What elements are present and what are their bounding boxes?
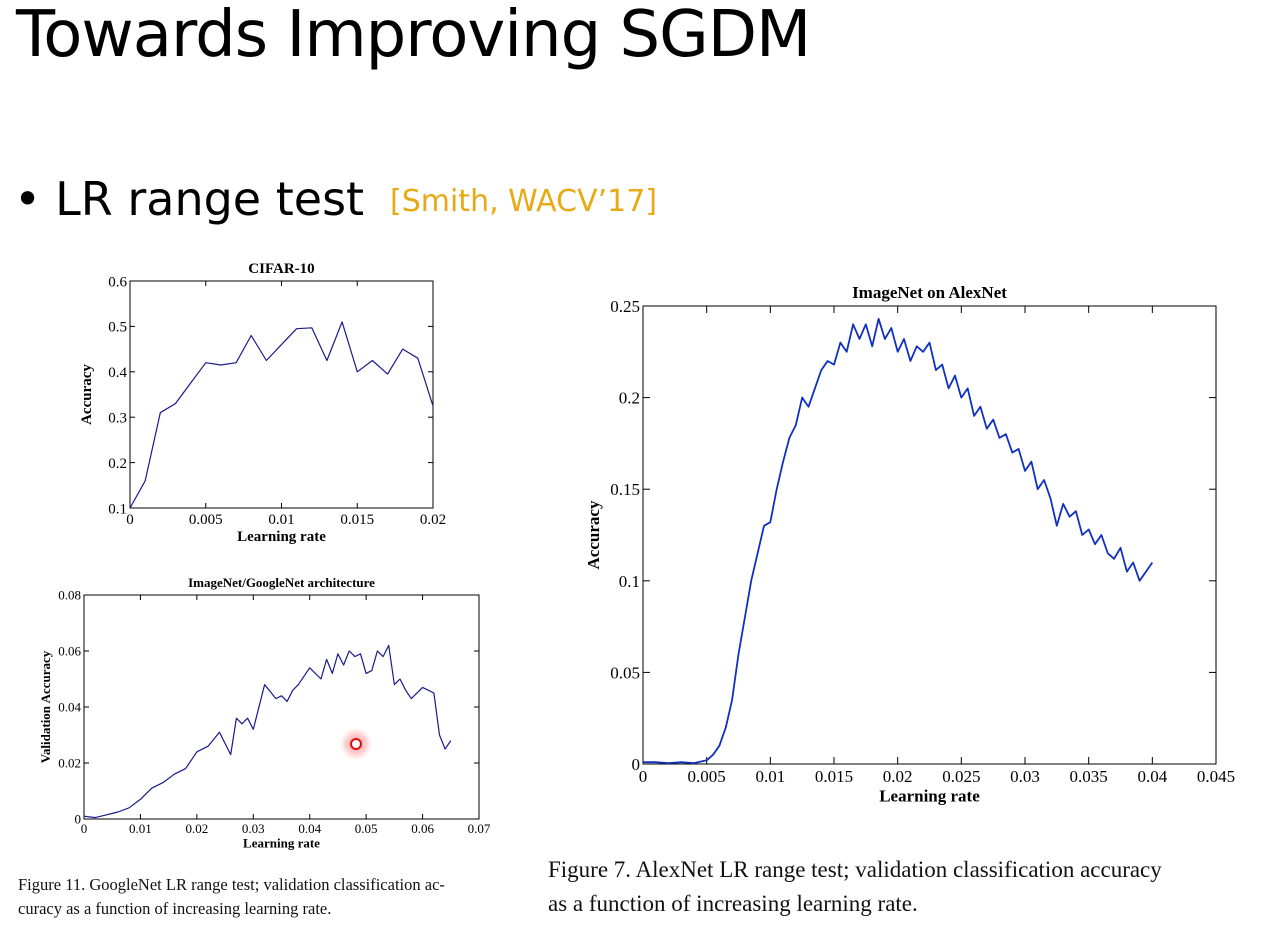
y-tick-label: 0.5	[108, 320, 127, 336]
x-tick-label: 0.07	[468, 821, 491, 836]
bullet-text: LR range test	[55, 172, 365, 226]
x-tick-label: 0.045	[1197, 767, 1235, 786]
y-axis-label: Accuracy	[584, 500, 603, 569]
chart-alexnet: 0 0.005 0.01 0.015 0.02 0.025 0.03 0.035 0.04 0.0…	[584, 283, 1235, 805]
x-tick-label: 0.015	[340, 512, 374, 528]
x-tick-label: 0.03	[1010, 767, 1040, 786]
citation: [Smith, WACV’17]	[390, 184, 658, 219]
y-axis-label: Validation Accuracy	[38, 650, 53, 763]
caption-googlenet-line-1: Figure 11. GoogleNet LR range test; vali…	[18, 875, 445, 894]
y-tick-label: 0.04	[58, 700, 81, 715]
x-axis-label: Learning rate	[237, 529, 326, 545]
x-tick-label: 0.02	[185, 821, 208, 836]
y-tick-label: 0.4	[108, 365, 127, 381]
y-tick-label: 0.3	[108, 410, 127, 426]
plot-frame	[83, 594, 480, 820]
x-tick-label: 0.005	[189, 512, 223, 528]
caption-alexnet: Figure 7. AlexNet LR range test; validat…	[548, 853, 1162, 921]
y-tick-label: 0.2	[108, 456, 127, 472]
slide-title: Towards Improving SGDM	[16, 0, 811, 72]
y-tick-label: 0.05	[610, 663, 640, 682]
y-tick-label: 0.08	[58, 588, 81, 603]
y-tick-label: 0.6	[108, 274, 127, 290]
x-tick-label: 0	[126, 512, 134, 528]
x-tick-label: 0.035	[1070, 767, 1108, 786]
x-tick-label: 0.01	[268, 512, 294, 528]
x-tick-label: 0.02	[883, 767, 913, 786]
y-tick-label: 0.1	[108, 501, 127, 517]
bullet-item: • LR range test	[14, 172, 364, 226]
bullet-dot-icon: •	[14, 172, 42, 226]
x-tick-label: 0.04	[1137, 767, 1167, 786]
series-line	[83, 644, 452, 819]
cursor-ring-icon	[350, 738, 362, 750]
cursor-highlight-icon	[340, 728, 372, 760]
y-tick-label: 0	[75, 812, 82, 827]
chart-title: ImageNet/GoogleNet architecture	[188, 575, 375, 590]
y-tick-label: 0	[632, 755, 641, 774]
y-tick-label: 0.2	[619, 389, 640, 408]
x-tick-label: 0	[81, 821, 88, 836]
x-tick-label: 0.02	[420, 512, 446, 528]
y-tick-label: 0.1	[619, 572, 640, 591]
x-tick-label: 0.03	[242, 821, 265, 836]
caption-alexnet-line-2: as a function of increasing learning rat…	[548, 891, 918, 916]
chart-googlenet: 0 0.01 0.02 0.03 0.04 0.05 0.06 0.07 0 0.02 0.04 0.…	[38, 575, 491, 851]
y-tick-label: 0.06	[58, 644, 81, 659]
x-tick-label: 0.015	[815, 767, 853, 786]
y-axis-label: Accuracy	[79, 364, 95, 425]
plot-frame	[129, 280, 434, 509]
chart-title: ImageNet on AlexNet	[852, 283, 1007, 302]
y-tick-label: 0.25	[610, 297, 640, 316]
x-tick-label: 0.06	[411, 821, 434, 836]
x-tick-label: 0.04	[298, 821, 321, 836]
y-tick-label: 0.15	[610, 480, 640, 499]
x-tick-label: 0.005	[688, 767, 726, 786]
caption-alexnet-line-1: Figure 7. AlexNet LR range test; validat…	[548, 857, 1162, 882]
plot-frame	[642, 305, 1217, 765]
chart-cifar10: 0 0.005 0.01 0.015 0.02 0.1 0.2 0.3 0.4 0.5 0.6 CIF…	[79, 261, 446, 545]
series-line	[129, 321, 434, 509]
x-tick-label: 0.01	[755, 767, 785, 786]
caption-googlenet-line-2: curacy as a function of increasing learn…	[18, 899, 332, 918]
caption-googlenet: Figure 11. GoogleNet LR range test; vali…	[18, 873, 445, 921]
x-tick-label: 0.025	[942, 767, 980, 786]
chart-title: CIFAR-10	[248, 261, 314, 277]
y-tick-label: 0.02	[58, 756, 81, 771]
x-tick-label: 0.01	[129, 821, 152, 836]
x-tick-label: 0	[639, 767, 648, 786]
x-axis-label: Learning rate	[879, 786, 980, 805]
x-tick-label: 0.05	[355, 821, 378, 836]
x-axis-label: Learning rate	[243, 836, 320, 851]
series-line	[643, 317, 1154, 764]
